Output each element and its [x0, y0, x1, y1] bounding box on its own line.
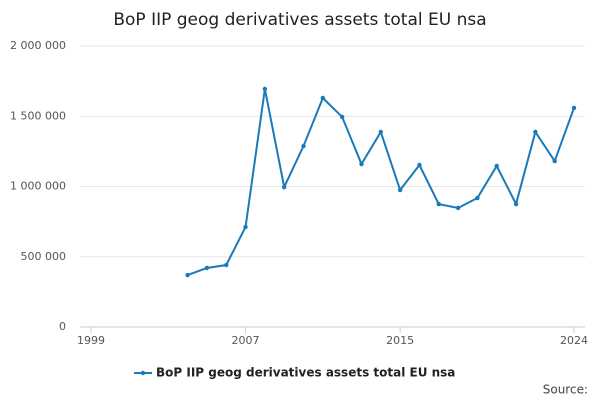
y-tick-label: 1 000 000	[10, 180, 66, 193]
point	[320, 95, 326, 101]
point	[397, 187, 403, 193]
point	[417, 162, 422, 168]
y-tick-label: 500 000	[21, 250, 67, 263]
point	[243, 224, 248, 230]
y-tick-label: 1 500 000	[10, 109, 66, 122]
x-tick-label: 2024	[560, 334, 588, 347]
point	[494, 163, 499, 169]
point	[436, 201, 441, 207]
point	[455, 205, 461, 211]
point	[552, 158, 557, 164]
point	[359, 161, 364, 167]
point	[339, 114, 345, 120]
point	[224, 262, 229, 268]
point	[204, 265, 210, 271]
source: Source:	[543, 383, 588, 397]
point	[571, 105, 577, 111]
chart-title: BoP IIP geog derivatives assets total EU…	[113, 10, 486, 30]
point	[378, 129, 383, 135]
y-tick-label: 2 000 000	[10, 39, 66, 52]
y-tick-label: 0	[59, 320, 66, 333]
legend-label: BoP IIP geog derivatives assets total EU…	[156, 366, 455, 380]
point	[533, 129, 538, 135]
point	[513, 201, 519, 207]
point	[301, 143, 306, 149]
point	[185, 272, 190, 278]
point	[262, 86, 268, 92]
x-tick-label: 2007	[232, 334, 260, 347]
legend-marker	[140, 370, 146, 376]
x-tick-label: 2015	[386, 334, 414, 347]
point	[475, 195, 480, 201]
x-tick-label: 1999	[77, 334, 105, 347]
point	[282, 184, 287, 190]
series-line	[187, 88, 575, 276]
